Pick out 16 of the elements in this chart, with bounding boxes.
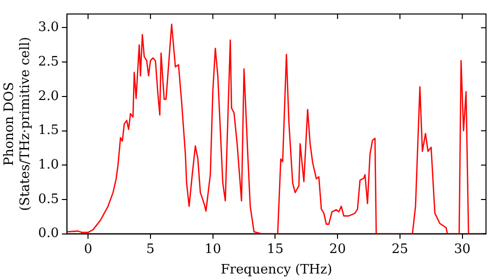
x-axis-title: Frequency (THz)	[220, 262, 332, 278]
x-tick-label: 15	[266, 242, 284, 257]
x-tick-label: 20	[329, 242, 346, 257]
y-tick-label: 2.0	[38, 88, 59, 104]
x-tick-label: 0	[84, 242, 92, 257]
y-tick-label: 3.0	[38, 20, 59, 36]
y-tick-label: 0.5	[38, 192, 59, 207]
x-tick-label: 25	[392, 242, 408, 257]
x-tick-label: 10	[204, 242, 222, 257]
y-axis-title: Phonon DOS (States/THz·primitive cell)	[2, 36, 33, 211]
y-tick-label: 2.5	[38, 54, 59, 70]
y-tick-label: 1.5	[38, 123, 59, 138]
y-tick-label: 1.0	[38, 157, 59, 172]
x-tick-label: 30	[454, 242, 471, 257]
y-tick-label: 0.0	[38, 226, 59, 242]
x-tick-label: 5	[146, 242, 155, 257]
